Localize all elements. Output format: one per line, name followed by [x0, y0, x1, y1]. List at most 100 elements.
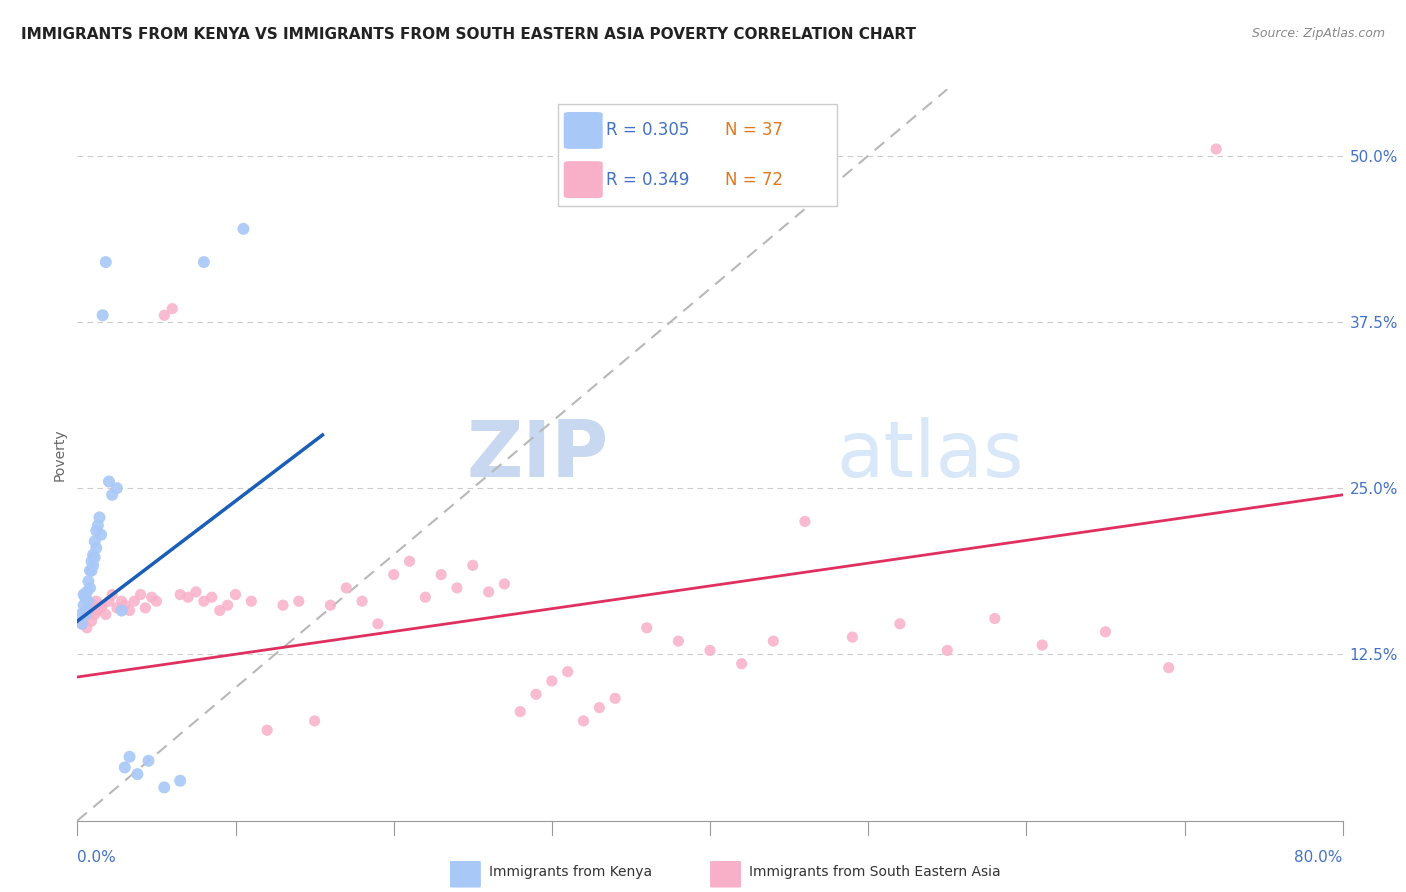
Point — [382, 567, 405, 582]
Point — [83, 607, 105, 622]
Point — [111, 603, 132, 617]
Point — [557, 665, 579, 679]
Point — [304, 714, 326, 728]
Point — [588, 700, 610, 714]
Point — [217, 598, 239, 612]
Point — [193, 594, 215, 608]
Point — [91, 308, 114, 322]
Text: ZIP: ZIP — [467, 417, 609, 493]
Point — [75, 603, 97, 617]
Point — [153, 308, 176, 322]
Point — [509, 705, 531, 719]
Point — [184, 585, 207, 599]
Point — [77, 574, 100, 589]
Point — [118, 749, 141, 764]
Point — [118, 603, 141, 617]
Point — [80, 564, 103, 578]
Point — [936, 643, 959, 657]
Point — [73, 588, 96, 602]
Point — [86, 524, 108, 538]
Point — [76, 621, 98, 635]
Point — [232, 222, 254, 236]
Point — [75, 607, 97, 622]
Point — [73, 598, 96, 612]
Point — [86, 541, 108, 555]
Point — [540, 673, 562, 688]
Point — [367, 616, 389, 631]
Point — [494, 577, 516, 591]
Point — [87, 603, 110, 617]
Point — [153, 780, 176, 795]
Point — [271, 598, 294, 612]
Point — [288, 594, 311, 608]
Point — [461, 558, 484, 573]
Y-axis label: Poverty: Poverty — [52, 429, 66, 481]
Point — [335, 581, 357, 595]
Point — [1031, 638, 1053, 652]
Point — [114, 760, 136, 774]
Point — [201, 591, 224, 605]
Point — [413, 591, 436, 605]
Point — [889, 616, 911, 631]
Point — [572, 714, 595, 728]
Point — [70, 616, 93, 631]
Point — [76, 603, 98, 617]
Point — [636, 621, 658, 635]
Point — [352, 594, 374, 608]
Point — [208, 603, 231, 617]
Point — [90, 600, 112, 615]
Text: 80.0%: 80.0% — [1295, 850, 1343, 865]
Point — [80, 614, 103, 628]
Text: IMMIGRANTS FROM KENYA VS IMMIGRANTS FROM SOUTH EASTERN ASIA POVERTY CORRELATION : IMMIGRANTS FROM KENYA VS IMMIGRANTS FROM… — [21, 27, 917, 42]
Point — [240, 594, 263, 608]
Point — [80, 554, 103, 568]
Point — [668, 634, 690, 648]
Point — [82, 548, 104, 562]
Point — [90, 527, 112, 541]
Point — [101, 488, 124, 502]
Point — [605, 691, 627, 706]
Point — [114, 598, 136, 612]
Point — [731, 657, 754, 671]
Point — [169, 773, 191, 788]
Point — [699, 643, 721, 657]
Point — [138, 754, 160, 768]
Point — [1094, 624, 1116, 639]
Text: Immigrants from South Eastern Asia: Immigrants from South Eastern Asia — [749, 865, 1001, 880]
Point — [319, 598, 342, 612]
Point — [69, 607, 91, 622]
Point — [225, 588, 247, 602]
Point — [77, 607, 100, 622]
Point — [101, 588, 124, 602]
Point — [91, 598, 114, 612]
Point — [94, 255, 117, 269]
FancyBboxPatch shape — [450, 861, 481, 888]
Point — [984, 611, 1007, 625]
Point — [79, 600, 101, 615]
Point — [82, 558, 104, 573]
Text: 0.0%: 0.0% — [77, 850, 117, 865]
Point — [841, 630, 863, 644]
Point — [129, 588, 152, 602]
Point — [141, 591, 163, 605]
Text: Immigrants from Kenya: Immigrants from Kenya — [489, 865, 652, 880]
Point — [79, 564, 101, 578]
Point — [177, 591, 200, 605]
Point — [111, 594, 132, 608]
Point — [75, 591, 97, 605]
Point — [762, 634, 785, 648]
Point — [430, 567, 453, 582]
Point — [83, 534, 105, 549]
Point — [86, 594, 108, 608]
Point — [145, 594, 167, 608]
Point — [83, 550, 105, 565]
Point — [477, 585, 501, 599]
Point — [105, 481, 128, 495]
Point — [1205, 142, 1227, 156]
Point — [446, 581, 468, 595]
Point — [105, 600, 128, 615]
Text: atlas: atlas — [837, 417, 1024, 493]
Point — [87, 518, 110, 533]
Point — [134, 600, 156, 615]
Point — [89, 510, 111, 524]
